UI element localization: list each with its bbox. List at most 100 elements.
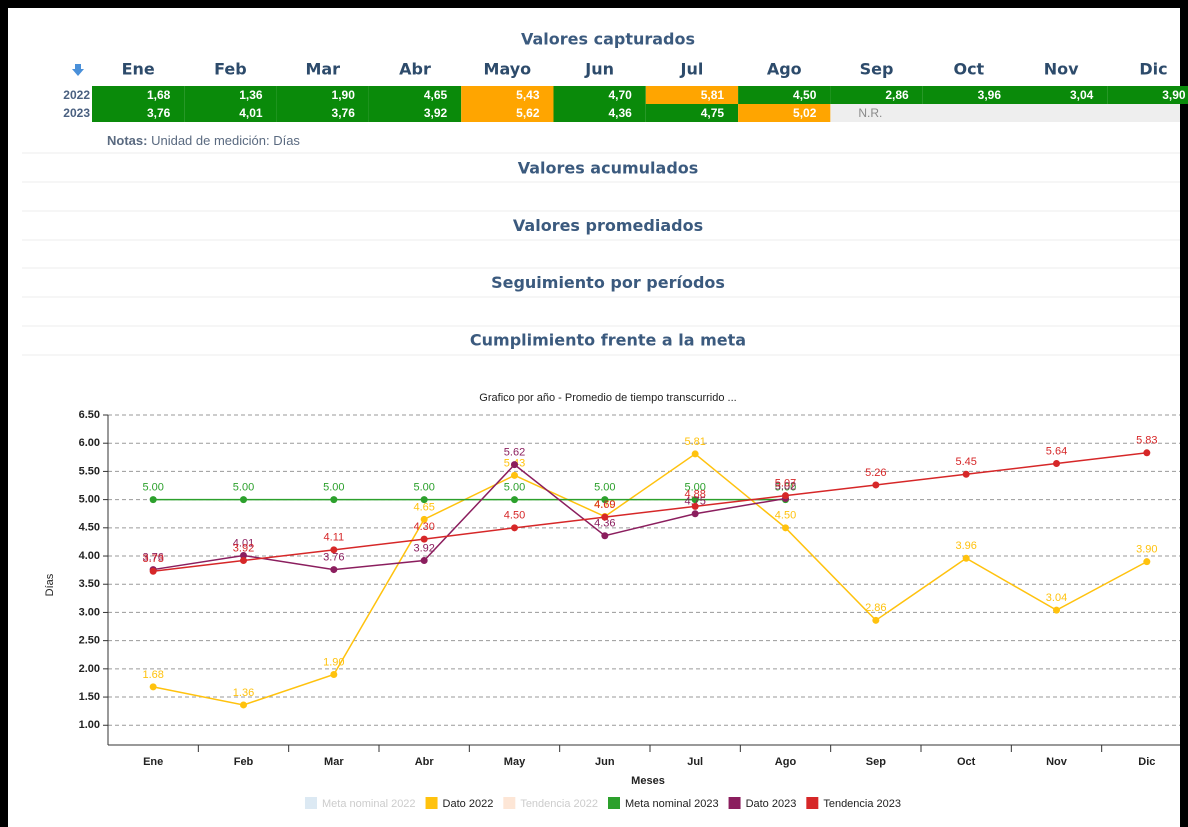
cell-value: 3,92 [424, 106, 448, 120]
legend-label[interactable]: Tendencia 2022 [520, 798, 598, 810]
data-label: 3.96 [955, 540, 976, 552]
data-point [782, 492, 789, 500]
x-tick-label: Jul [687, 756, 703, 768]
y-tick-label: 4.50 [79, 522, 100, 534]
data-label: 5.62 [504, 447, 525, 459]
legend-label[interactable]: Meta nominal 2022 [322, 798, 416, 810]
data-label: 5.81 [684, 436, 705, 448]
data-point [330, 546, 338, 554]
cell-value: 3,96 [978, 88, 1002, 102]
data-label: 3.73 [142, 553, 163, 565]
data-point [240, 701, 247, 709]
section-title: Seguimiento por períodos [491, 273, 725, 292]
month-header: Jul [680, 60, 704, 79]
data-label: 4.11 [324, 532, 345, 544]
month-header: Dic [1139, 60, 1167, 79]
cell-value: 4,70 [608, 88, 632, 102]
data-label: 5.07 [775, 478, 796, 490]
month-header: Ene [122, 60, 155, 79]
cell-bg [368, 104, 462, 122]
legend-swatch [806, 797, 819, 809]
data-point [240, 551, 247, 559]
data-label: 5.00 [323, 482, 344, 494]
month-header: Mayo [484, 60, 532, 79]
data-point [962, 554, 970, 562]
data-label: 1.68 [142, 669, 163, 681]
data-label: 4.70 [594, 498, 615, 510]
cell-value: 5,81 [701, 88, 725, 102]
cell-bg [1107, 86, 1188, 104]
cell-value: 4,50 [793, 88, 817, 102]
data-label: 5.45 [955, 456, 976, 468]
legend: Meta nominal 2022 Dato 2022 Tendencia 2022… [304, 797, 901, 810]
x-tick-label: Nov [1046, 756, 1068, 768]
data-point [691, 502, 699, 510]
cell-bg [922, 86, 1015, 104]
cell-value: 3,76 [332, 106, 356, 120]
sort-icon[interactable] [72, 64, 84, 76]
data-label: 5.00 [684, 482, 705, 494]
data-point [330, 566, 338, 574]
data-point [420, 557, 428, 565]
x-tick-label: Ago [775, 756, 797, 768]
month-header: Sep [860, 60, 894, 79]
y-tick-label: 3.50 [79, 578, 100, 590]
cell-bg [368, 86, 462, 104]
cell-value: 5,43 [516, 88, 540, 102]
legend-swatch [503, 797, 516, 809]
top-border [0, 0, 1188, 8]
legend-label[interactable]: Dato 2022 [443, 798, 494, 810]
series-line [153, 463, 786, 571]
data-point [872, 481, 880, 489]
cell-bg [645, 104, 739, 122]
data-label: 5.00 [142, 482, 163, 494]
x-tick-label: Sep [866, 756, 886, 768]
x-tick-label: Oct [957, 756, 976, 768]
data-point [149, 567, 157, 575]
data-point [782, 524, 789, 532]
data-label: 5.83 [1136, 435, 1157, 447]
y-tick-label: 5.00 [79, 494, 100, 506]
data-label: 2.86 [865, 602, 886, 614]
legend-swatch [728, 797, 741, 809]
data-point [691, 450, 699, 458]
series-line [153, 452, 1148, 706]
cell-bg [184, 86, 277, 104]
x-axis-label: Meses [631, 775, 665, 787]
legend-label[interactable]: Tendencia 2023 [823, 798, 901, 810]
x-tick-label: Feb [234, 756, 254, 768]
cell-bg [461, 104, 554, 122]
data-label: 3.92 [413, 542, 434, 554]
data-label: 4.30 [413, 521, 434, 533]
y-tick-label: 2.00 [79, 663, 100, 675]
y-tick-label: 1.50 [79, 691, 100, 703]
y-tick-label: 1.00 [79, 719, 100, 731]
data-point [511, 471, 518, 479]
data-point [149, 496, 157, 504]
cell-value: 5,02 [793, 106, 817, 120]
data-point [601, 513, 609, 521]
cell-bg [276, 104, 369, 122]
month-header: Nov [1044, 60, 1079, 79]
legend-label[interactable]: Meta nominal 2023 [625, 798, 719, 810]
cell-bg [830, 86, 923, 104]
row-year: 2022 [63, 88, 90, 102]
y-tick-label: 6.00 [79, 437, 100, 449]
cell-bg [276, 86, 369, 104]
left-border [0, 0, 8, 827]
y-tick-label: 2.50 [79, 635, 100, 647]
cell-value: 3,04 [1070, 88, 1094, 102]
data-point [240, 557, 247, 565]
cell-value: N.R. [858, 106, 882, 120]
y-axis-label: Días [44, 573, 56, 596]
data-label: 3.76 [142, 551, 163, 563]
section-title: Valores promediados [513, 216, 703, 235]
legend-label[interactable]: Dato 2023 [746, 798, 797, 810]
cell-value: 1,68 [147, 88, 171, 102]
series-line [153, 452, 1147, 573]
cell-bg [461, 86, 554, 104]
cell-value: 4,65 [424, 88, 448, 102]
data-point [240, 496, 247, 504]
